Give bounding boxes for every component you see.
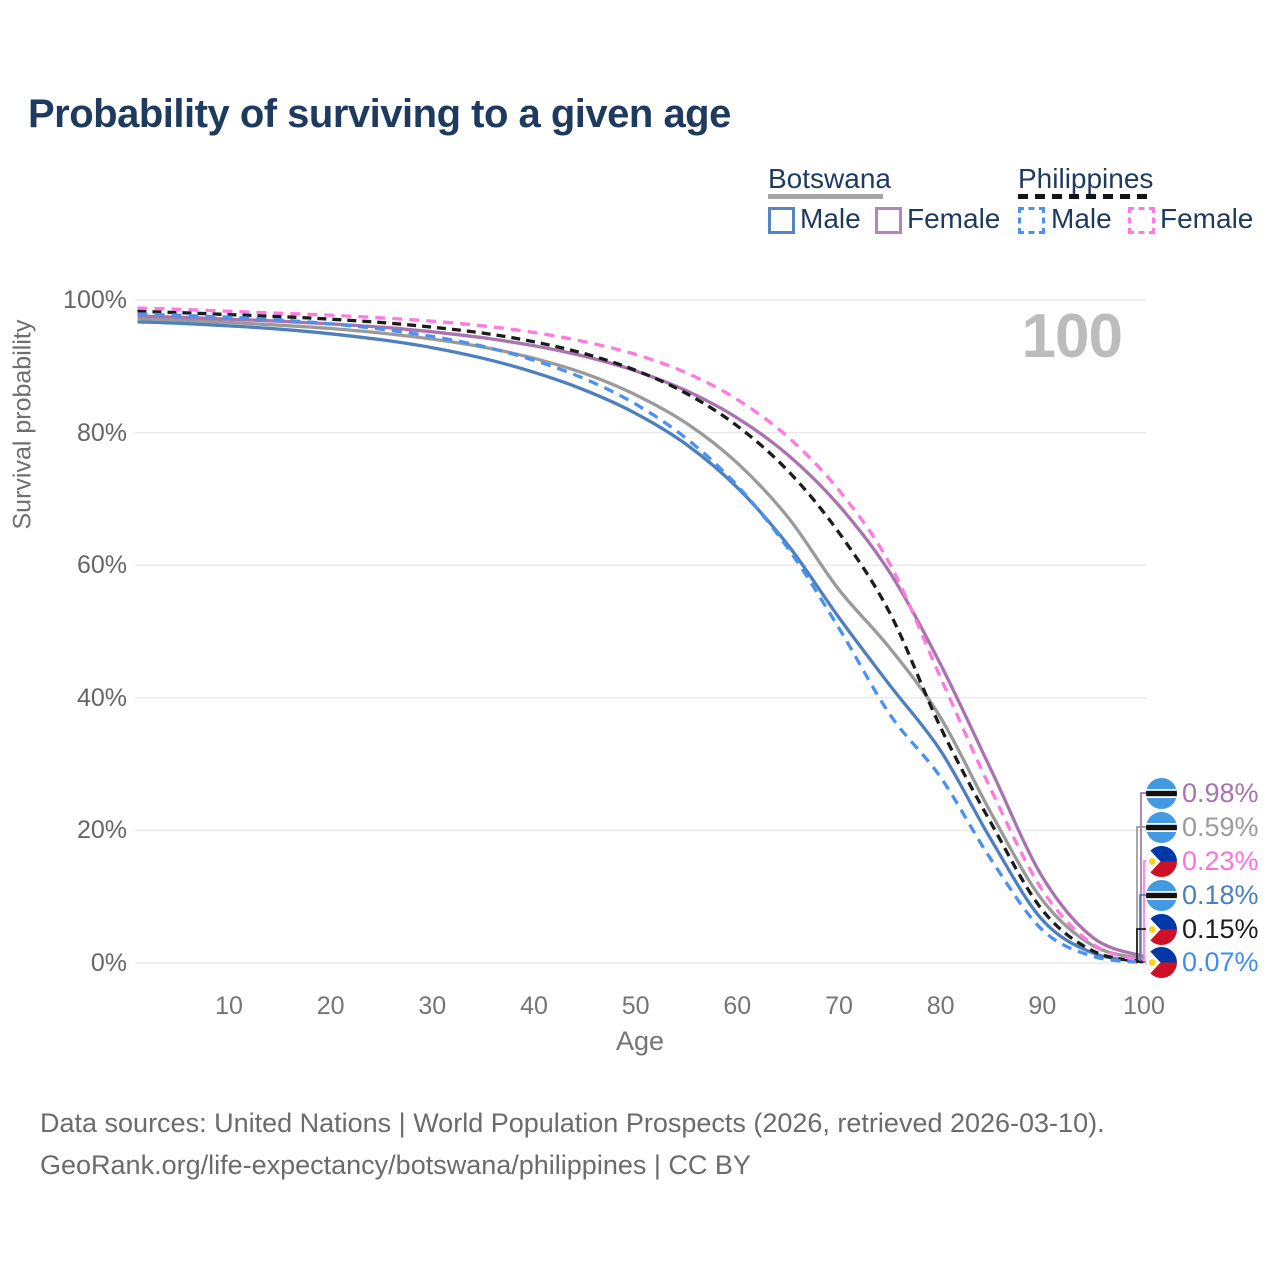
end-value: 0.18% bbox=[1182, 879, 1259, 910]
x-tick-30: 30 bbox=[418, 992, 447, 1020]
legend-swatch-botswana-male[interactable] bbox=[768, 207, 795, 234]
x-tick-50: 50 bbox=[621, 992, 650, 1020]
y-tick-0%: 0% bbox=[90, 949, 127, 977]
curve-botswana-male bbox=[137, 320, 1145, 964]
connector-0.15% bbox=[1136, 928, 1146, 963]
connector-0.07% bbox=[1143, 961, 1146, 963]
end-value: 0.23% bbox=[1182, 845, 1259, 876]
legend-label-philippines-male[interactable]: Male bbox=[1051, 203, 1112, 234]
end-label-botswana-female: 0.98% bbox=[1146, 777, 1259, 809]
curve-philippines-female bbox=[137, 306, 1145, 964]
curve-philippines-male bbox=[137, 312, 1145, 965]
botswana-flag-icon bbox=[1146, 777, 1177, 809]
legend-swatch-philippines-female[interactable] bbox=[1128, 207, 1155, 234]
y-axis-title: Survival probability bbox=[8, 319, 37, 530]
legend-swatch-philippines-male[interactable] bbox=[1018, 207, 1045, 234]
philippines-flag-icon bbox=[1146, 845, 1177, 877]
end-value: 0.15% bbox=[1182, 913, 1259, 944]
connector-0.98% bbox=[1140, 792, 1146, 958]
footer-attribution: GeoRank.org/life-expectancy/botswana/phi… bbox=[40, 1150, 751, 1180]
philippines-flag-icon bbox=[1146, 913, 1177, 945]
end-label-philippines-both: 0.15% bbox=[1146, 913, 1259, 945]
legend-group-philippines: Philippines bbox=[1018, 163, 1154, 194]
philippines-flag-icon bbox=[1146, 946, 1177, 978]
x-tick-10: 10 bbox=[215, 992, 243, 1020]
legend-label-botswana-male[interactable]: Male bbox=[800, 203, 861, 234]
y-tick-40%: 40% bbox=[76, 683, 127, 712]
end-value: 0.59% bbox=[1182, 811, 1259, 842]
connector-0.23% bbox=[1143, 860, 1146, 962]
legend-group-botswana: Botswana bbox=[768, 163, 891, 194]
y-tick-20%: 20% bbox=[76, 816, 127, 845]
x-tick-40: 40 bbox=[520, 992, 548, 1020]
end-label-philippines-female: 0.23% bbox=[1146, 845, 1259, 877]
x-tick-90: 90 bbox=[1028, 992, 1057, 1020]
curve-philippines-both bbox=[137, 309, 1145, 964]
legend-label-philippines-female[interactable]: Female bbox=[1160, 203, 1254, 234]
botswana-flag-icon bbox=[1146, 811, 1177, 843]
botswana-flag-icon bbox=[1146, 879, 1177, 911]
y-tick-60%: 60% bbox=[76, 551, 127, 580]
x-tick-80: 80 bbox=[926, 992, 955, 1020]
end-label-botswana-both: 0.59% bbox=[1146, 811, 1259, 843]
x-tick-60: 60 bbox=[723, 992, 752, 1020]
x-axis-title: Age bbox=[615, 1026, 665, 1056]
footer-sources: Data sources: United Nations | World Pop… bbox=[40, 1108, 1105, 1138]
curve-botswana-both bbox=[137, 316, 1145, 961]
end-label-philippines-male: 0.07% bbox=[1146, 946, 1259, 978]
legend: Botswana Male Female Philippines Male Fe… bbox=[0, 0, 1280, 250]
page-title: Probability of surviving to a given age bbox=[28, 92, 731, 136]
x-tick-20: 20 bbox=[316, 992, 345, 1020]
x-tick-100: 100 bbox=[1123, 992, 1165, 1020]
legend-underline-solid bbox=[768, 194, 883, 199]
x-tick-70: 70 bbox=[825, 992, 853, 1020]
legend-label-botswana-female[interactable]: Female bbox=[907, 203, 1001, 234]
legend-swatch-botswana-female[interactable] bbox=[875, 207, 902, 234]
end-value: 0.07% bbox=[1182, 946, 1259, 977]
y-tick-100%: 100% bbox=[63, 286, 127, 314]
end-label-botswana-male: 0.18% bbox=[1146, 879, 1259, 911]
end-value: 0.98% bbox=[1182, 777, 1259, 808]
legend-underline-dashed bbox=[1018, 194, 1148, 199]
y-tick-80%: 80% bbox=[76, 418, 127, 447]
age-watermark: 100 bbox=[1021, 302, 1123, 371]
